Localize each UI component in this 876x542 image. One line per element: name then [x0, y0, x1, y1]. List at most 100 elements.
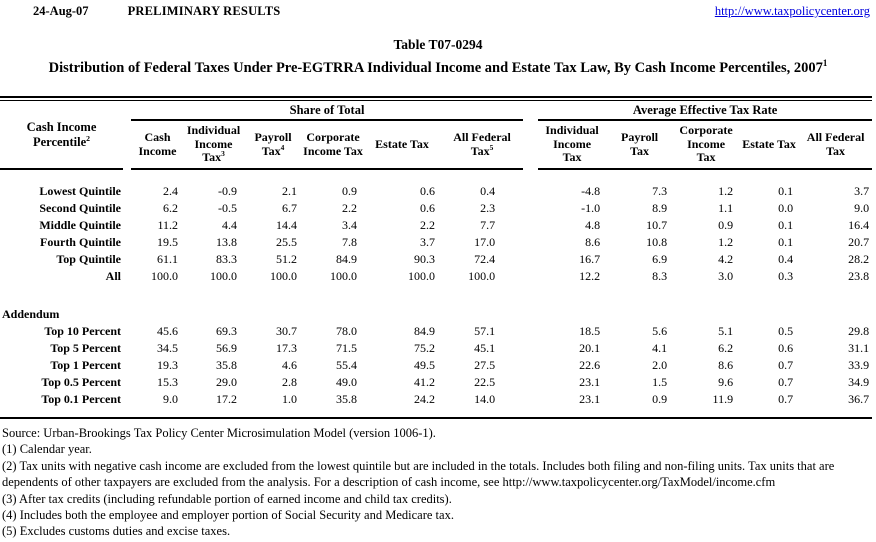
share-value-cell: 19.5 — [157, 235, 178, 249]
aetr-value-cell: -4.8 — [581, 184, 601, 198]
aetr-value-cell: 7.3 — [652, 184, 668, 198]
aetr-value-cell: 34.9 — [848, 375, 870, 389]
spacer-cell — [123, 101, 131, 120]
row-label: Middle Quintile — [39, 218, 121, 232]
share-value-cell: 75.2 — [414, 341, 435, 355]
share-value-cell: 35.8 — [216, 358, 237, 372]
row-label: Top 5 Percent — [50, 341, 121, 355]
share-value-cell: 100.0 — [210, 269, 237, 283]
aetr-value-cell: 16.7 — [579, 252, 601, 266]
aetr-value-cell: 8.6 — [718, 358, 734, 372]
aetr-value-cell: 29.8 — [848, 324, 870, 338]
row-label: Lowest Quintile — [39, 184, 121, 198]
aetr-value-cell: 6.9 — [652, 252, 668, 266]
row-label: Top 0.5 Percent — [41, 375, 121, 389]
share-value-cell: 17.0 — [474, 235, 496, 249]
aetr-value-cell: 2.0 — [652, 358, 668, 372]
share-value-cell: 19.3 — [157, 358, 178, 372]
share-value-cell: 17.3 — [276, 341, 297, 355]
aetr-value-cell: 6.2 — [718, 341, 734, 355]
row-label: Top 10 Percent — [44, 324, 121, 338]
share-value-cell: 41.2 — [414, 375, 435, 389]
top-bar: 24-Aug-07 PRELIMINARY RESULTS http://www… — [0, 4, 876, 20]
subtitle-footnote-marker: 1 — [822, 58, 828, 69]
share-value-cell: 45.1 — [474, 341, 496, 355]
spacer-cell — [123, 234, 131, 251]
share-value-cell: 13.8 — [216, 235, 237, 249]
share-value-cell: 100.0 — [408, 269, 435, 283]
share-value-cell: 69.3 — [216, 324, 237, 338]
aetr-value-cell: 0.7 — [778, 392, 794, 406]
column-header-row: Cash Income Individual Income Tax3 Payroll Tax… — [0, 120, 873, 170]
column-header: Corporate Income Tax — [673, 120, 740, 170]
aetr-value-cell: 9.0 — [854, 201, 870, 215]
column-header: Estate Tax — [739, 120, 800, 170]
share-value-cell: 27.5 — [474, 358, 496, 372]
aetr-value-cell: -1.0 — [581, 201, 601, 215]
table-row: Top Quintile 61.1 83.3 51.2 84.9 90.3 72.4 16.7… — [0, 251, 872, 268]
share-value-cell: 15.3 — [157, 375, 178, 389]
aetr-value-cell: 10.8 — [646, 235, 668, 249]
share-value-cell: 2.1 — [282, 184, 297, 198]
share-value-cell: 57.1 — [474, 324, 496, 338]
table-number-title: Table T07-0294 — [393, 37, 483, 52]
row-label: Top Quintile — [56, 252, 121, 266]
share-value-cell: 0.6 — [420, 184, 435, 198]
preliminary-results-label: PRELIMINARY RESULTS — [127, 4, 281, 18]
row-label: Top 1 Percent — [50, 358, 121, 372]
aetr-value-cell: 16.4 — [848, 218, 870, 232]
share-value-cell: 45.6 — [157, 324, 178, 338]
share-value-cell: 61.1 — [157, 252, 178, 266]
aetr-value-cell: 11.9 — [712, 392, 734, 406]
table-row: Fourth Quintile 19.5 13.8 25.5 7.8 3.7 17.0 8.6… — [0, 234, 872, 251]
aetr-value-cell: 31.1 — [848, 341, 870, 355]
share-value-cell: 1.0 — [282, 392, 297, 406]
share-value-cell: 100.0 — [330, 269, 357, 283]
share-value-cell: 49.0 — [336, 375, 357, 389]
aetr-value-cell: 0.3 — [778, 269, 794, 283]
share-value-cell: 83.3 — [216, 252, 237, 266]
aetr-value-cell: 0.1 — [778, 235, 794, 249]
aetr-value-cell: 12.2 — [579, 269, 601, 283]
share-value-cell: 11.2 — [157, 218, 178, 232]
corner-header-cash-income-percentile: Cash Income Percentile2 — [0, 101, 123, 170]
aetr-value-cell: 1.2 — [718, 184, 734, 198]
table-top-rule — [0, 96, 872, 101]
spacer-cell — [123, 268, 131, 285]
column-header: Corporate Income Tax — [303, 120, 363, 170]
share-value-cell: 55.4 — [336, 358, 357, 372]
subtitle-text: Distribution of Federal Taxes Under Pre-… — [48, 60, 823, 76]
spacer-row — [0, 169, 872, 183]
share-value-cell: 34.5 — [157, 341, 178, 355]
spacer-cell — [131, 306, 184, 323]
aetr-value-cell: 4.2 — [718, 252, 734, 266]
spacer-cell — [523, 374, 538, 391]
share-value-cell: 84.9 — [336, 252, 357, 266]
spacer-cell — [523, 268, 538, 285]
share-value-cell: 7.8 — [342, 235, 357, 249]
aetr-value-cell: 36.7 — [848, 392, 870, 406]
aetr-value-cell: 33.9 — [848, 358, 870, 372]
share-value-cell: 14.0 — [474, 392, 496, 406]
aetr-value-cell: 4.8 — [585, 218, 601, 232]
spacer-cell — [123, 217, 131, 234]
share-value-cell: 25.5 — [276, 235, 297, 249]
aetr-value-cell: 0.7 — [778, 358, 794, 372]
table-subtitle: Distribution of Federal Taxes Under Pre-… — [0, 58, 876, 80]
taxpolicycenter-link[interactable]: http://www.taxpolicycenter.org — [714, 4, 870, 18]
share-value-cell: 2.8 — [282, 375, 297, 389]
table-bottom-rule — [0, 417, 872, 419]
footnote-1: (1) Calendar year. — [2, 442, 92, 457]
aetr-value-cell: 3.7 — [854, 184, 870, 198]
spacer-cell — [523, 340, 538, 357]
column-header: Payroll Tax — [606, 120, 674, 170]
column-header: Individual Income Tax — [538, 120, 607, 170]
share-value-cell: -0.9 — [218, 184, 237, 198]
aetr-value-cell: 23.1 — [579, 375, 601, 389]
spacer-cell — [523, 234, 538, 251]
aetr-value-cell: 22.6 — [579, 358, 601, 372]
corner-line1: Cash Income — [26, 119, 97, 134]
spacer-cell — [0, 169, 872, 183]
group-header-share-of-total: Share of Total — [131, 101, 524, 121]
